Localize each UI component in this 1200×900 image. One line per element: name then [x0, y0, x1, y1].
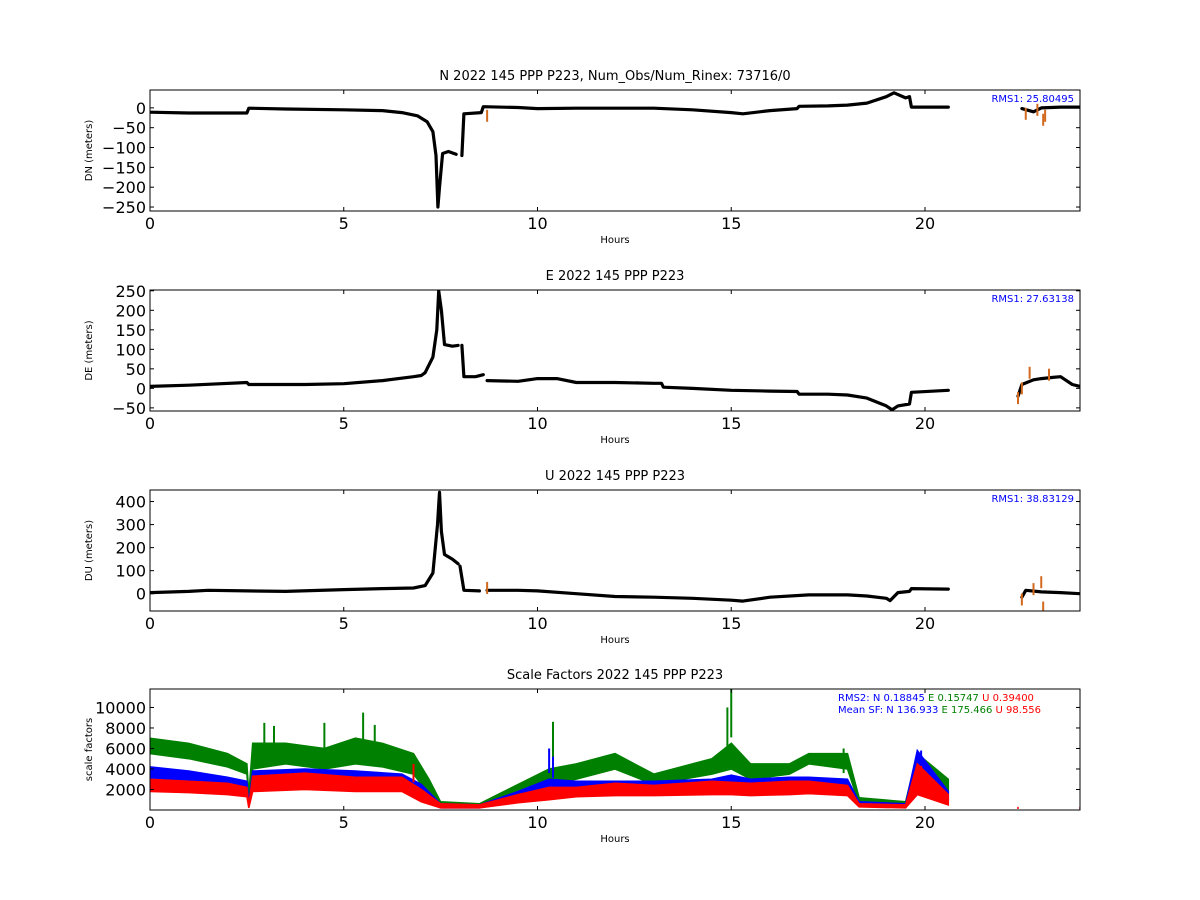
x-tick-label: 5	[339, 813, 349, 832]
sf-annotation-part: U 98.556	[992, 705, 1041, 716]
y-tick-label: −100	[102, 139, 146, 158]
y-tick-label: 4000	[105, 760, 146, 779]
axes-frame	[149, 289, 1081, 412]
x-axis-label: Hours	[600, 834, 629, 845]
y-tick-label: 150	[115, 321, 146, 340]
x-tick-label: 15	[721, 214, 741, 233]
sf-annotation-label: Mean SF:	[838, 705, 883, 716]
x-tick-label: 0	[145, 813, 155, 832]
axes-frame	[149, 89, 1081, 212]
x-tick-label: 5	[339, 214, 349, 233]
x-tick-label: 20	[915, 813, 935, 832]
x-tick-label: 15	[721, 813, 741, 832]
panel-du: U 2022 145 PPP P223 0 5 10 15 20 400 300 200 100 0…	[84, 469, 1081, 646]
trace-segment-1	[458, 564, 481, 593]
sf-annotation-part: U 0.39400	[979, 693, 1034, 704]
x-tick-label: 10	[527, 813, 547, 832]
y-tick-label: −200	[102, 178, 146, 197]
trace-segment-2	[485, 377, 950, 411]
x-tick-label: 10	[527, 414, 547, 433]
trace-segment-0	[150, 490, 460, 595]
y-tick-label: 0	[136, 379, 146, 398]
x-tick-label: 5	[339, 614, 349, 633]
y-tick-label: 2000	[105, 780, 146, 799]
y-axis-label: scale factors	[84, 718, 95, 781]
trace-segment-1	[460, 343, 485, 379]
axes-frame	[149, 688, 1081, 811]
y-tick-label: 6000	[105, 739, 146, 758]
plot-area	[150, 689, 1080, 809]
chart-title: U 2022 145 PPP P223	[545, 469, 685, 484]
x-tick-label: 20	[915, 214, 935, 233]
chart-title: E 2022 145 PPP P223	[546, 269, 685, 284]
y-tick-label: 0	[136, 585, 146, 604]
sf-annotation-part: E 175.466	[938, 705, 992, 716]
sf-annotation-line-1: Mean SF: N 136.933 E 175.466 U 98.556	[838, 705, 1041, 716]
y-tick-label: 300	[115, 516, 146, 535]
trace-segment-3	[1020, 588, 1080, 599]
plot-area	[150, 91, 1080, 209]
y-tick-label: 250	[115, 282, 146, 301]
sf-annotation-part: N 0.18845	[870, 693, 925, 704]
x-tick-label: 0	[145, 214, 155, 233]
x-tick-label: 20	[915, 414, 935, 433]
y-tick-label: −50	[112, 399, 146, 418]
trace-segment-1	[460, 91, 950, 158]
y-tick-label: 50	[126, 360, 146, 379]
sf-annotation-label: RMS2:	[838, 693, 870, 704]
y-tick-label: 100	[115, 562, 146, 581]
y-tick-label: 8000	[105, 719, 146, 738]
plot-area	[150, 290, 1080, 411]
y-tick-label: 10000	[95, 698, 146, 717]
x-axis-label: Hours	[600, 435, 629, 446]
x-tick-label: 10	[527, 614, 547, 633]
chart-title: Scale Factors 2022 145 PPP P223	[507, 668, 723, 683]
trace-segment-3	[1016, 375, 1080, 398]
x-axis-label: Hours	[600, 235, 629, 246]
trace-segment-0	[150, 290, 460, 388]
x-tick-label: 10	[527, 214, 547, 233]
x-tick-label: 0	[145, 614, 155, 633]
plot-area	[150, 490, 1080, 611]
x-tick-label: 15	[721, 614, 741, 633]
y-tick-label: −50	[112, 119, 146, 138]
sf-u-band-0	[150, 762, 950, 809]
trace-segment-2	[485, 586, 950, 603]
trace-segment-0	[150, 106, 458, 209]
x-tick-label: 20	[915, 614, 935, 633]
x-tick-label: 5	[339, 414, 349, 433]
y-tick-label: 200	[115, 301, 146, 320]
y-axis-label: DN (meters)	[84, 120, 95, 182]
axes-frame	[149, 489, 1081, 612]
chart-title: N 2022 145 PPP P223, Num_Obs/Num_Rinex: …	[439, 69, 790, 84]
y-tick-label: 100	[115, 340, 146, 359]
rms-annotation: RMS1: 38.83129	[991, 494, 1074, 505]
x-tick-label: 0	[145, 414, 155, 433]
y-tick-label: −150	[102, 158, 146, 177]
panel-scale-factors: Scale Factors 2022 145 PPP P223 0 5 10 15 20 1…	[84, 668, 1081, 845]
y-tick-label: 400	[115, 493, 146, 512]
rms-annotation: RMS1: 27.63138	[991, 294, 1074, 305]
x-tick-label: 15	[721, 414, 741, 433]
sf-annotation-line-0: RMS2: N 0.18845 E 0.15747 U 0.39400	[838, 693, 1034, 704]
x-axis-label: Hours	[600, 635, 629, 646]
trace-segment-2	[1020, 105, 1080, 114]
y-tick-label: 0	[136, 99, 146, 118]
y-axis-label: DU (meters)	[84, 520, 95, 581]
y-tick-label: 200	[115, 539, 146, 558]
rms-annotation: RMS1: 25.80495	[991, 94, 1074, 105]
panel-dn: N 2022 145 PPP P223, Num_Obs/Num_Rinex: …	[84, 69, 1081, 246]
y-tick-label: −250	[102, 198, 146, 217]
sf-annotation-part: E 0.15747	[925, 693, 979, 704]
sf-annotation-part: N 136.933	[883, 705, 938, 716]
y-axis-label: DE (meters)	[84, 320, 95, 380]
panel-de: E 2022 145 PPP P223 0 5 10 15 20 2502001501005…	[84, 269, 1081, 446]
